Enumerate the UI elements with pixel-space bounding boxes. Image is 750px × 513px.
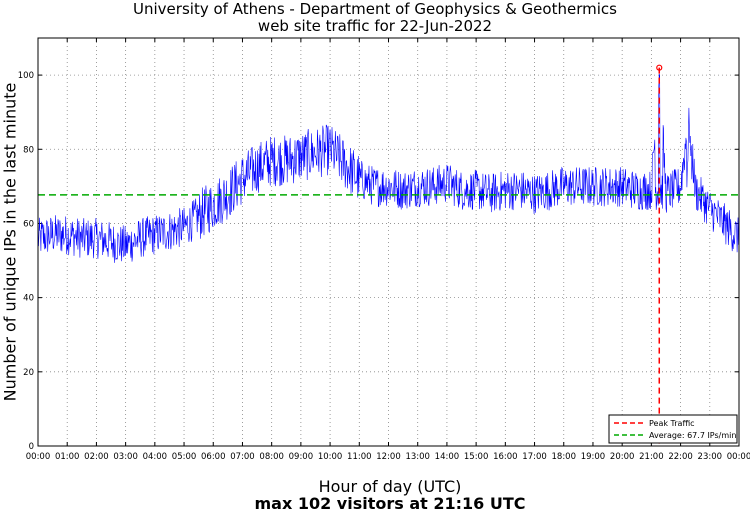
x-tick-label: 18:00 (552, 452, 577, 462)
legend-peak-label: Peak Traffic (649, 419, 695, 428)
x-tick-label: 12:00 (376, 452, 401, 462)
x-tick-label: 00:00 (727, 452, 750, 462)
x-tick-label: 08:00 (259, 452, 284, 462)
x-tick-label: 16:00 (493, 452, 518, 462)
x-tick-label: 01:00 (55, 452, 80, 462)
y-tick-label: 20 (23, 368, 34, 378)
x-tick-label: 09:00 (289, 452, 314, 462)
legend: Peak Traffic Average: 67.7 IPs/min (608, 414, 738, 444)
x-tick-label: 04:00 (143, 452, 168, 462)
y-tick-label: 80 (23, 145, 34, 155)
y-tick-label: 0 (29, 442, 34, 452)
peak-marker (656, 64, 663, 71)
legend-average-label: Average: 67.7 IPs/min (649, 431, 736, 440)
visitors-series-line (37, 73, 740, 263)
x-tick-label: 23:00 (698, 452, 723, 462)
x-tick-label: 19:00 (581, 452, 606, 462)
x-tick-label: 20:00 (610, 452, 635, 462)
x-tick-label: 14:00 (435, 452, 460, 462)
x-tick-label: 22:00 (668, 452, 693, 462)
peak-summary: max 102 visitors at 21:16 UTC (254, 494, 526, 513)
x-tick-label: 11:00 (347, 452, 372, 462)
chart-subtitle: web site traffic for 22-Jun-2022 (257, 17, 493, 35)
x-tick-label: 10:00 (318, 452, 343, 462)
x-tick-label: 07:00 (230, 452, 255, 462)
y-tick-label: 40 (23, 294, 34, 304)
x-tick-label: 02:00 (84, 452, 109, 462)
x-tick-label: 05:00 (172, 452, 197, 462)
chart-title: University of Athens - Department of Geo… (133, 0, 617, 18)
x-tick-label: 00:00 (26, 452, 51, 462)
x-tick-label: 15:00 (464, 452, 489, 462)
x-tick-label: 17:00 (522, 452, 547, 462)
x-tick-label: 03:00 (113, 452, 138, 462)
legend-box (608, 414, 738, 444)
x-tick-label: 06:00 (201, 452, 226, 462)
x-axis-label: Hour of day (UTC) (318, 477, 462, 496)
y-tick-label: 100 (18, 71, 34, 81)
y-tick-label: 60 (23, 219, 34, 229)
plot-frame (37, 37, 740, 447)
x-tick-label: 13:00 (405, 452, 430, 462)
x-tick-label: 21:00 (639, 452, 664, 462)
y-axis-label: Number of unique IPs in the last minute (0, 82, 20, 402)
